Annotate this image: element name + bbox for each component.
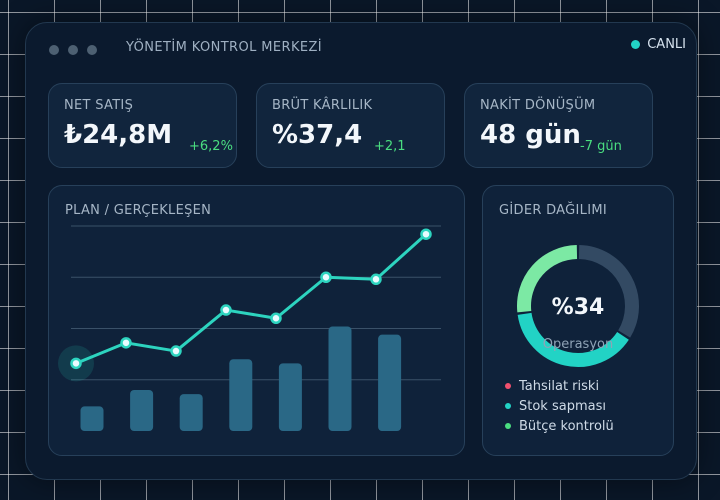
line-point[interactable] <box>170 345 182 357</box>
kpi-label: NAKİT DÖNÜŞÜM <box>480 98 596 113</box>
legend-label: Stok sapması <box>519 398 606 414</box>
legend-label: Bütçe kontrolü <box>519 418 614 434</box>
legend-item[interactable]: Bütçe kontrolü <box>505 416 614 436</box>
kpi-label: NET SATIŞ <box>64 98 134 113</box>
kpi-value: ₺24,8M <box>64 120 173 150</box>
bar[interactable] <box>278 363 302 431</box>
donut-slice[interactable] <box>517 312 629 367</box>
window-dot-icon[interactable] <box>68 45 78 55</box>
bar[interactable] <box>229 359 253 431</box>
page-title: YÖNETİM KONTROL MERKEZİ <box>126 40 323 55</box>
line-point[interactable] <box>320 271 332 283</box>
expense-donut-chart[interactable]: %34 Operasyon <box>483 216 673 396</box>
expense-distribution-card: GİDER DAĞILIMI %34 Operasyon Tahsilat ris… <box>482 185 674 456</box>
kpi-value: %37,4 <box>272 120 363 150</box>
donut-slice[interactable] <box>578 245 639 338</box>
line-point[interactable] <box>270 312 282 324</box>
legend-label: Tahsilat riski <box>519 378 600 394</box>
bar[interactable] <box>80 406 104 431</box>
legend-item[interactable]: Tahsilat riski <box>505 376 614 396</box>
legend-swatch-icon <box>505 423 511 429</box>
kpi-card-cash-conversion[interactable]: NAKİT DÖNÜŞÜM 48 gün -7 gün <box>464 83 653 168</box>
donut-legend: Tahsilat riski Stok sapması Bütçe kontro… <box>505 376 614 436</box>
bar[interactable] <box>179 394 203 431</box>
kpi-value: 48 gün <box>480 120 581 150</box>
line-point[interactable] <box>120 337 132 349</box>
legend-item[interactable]: Stok sapması <box>505 396 614 416</box>
window-controls <box>49 45 97 55</box>
donut-slice[interactable] <box>517 245 578 313</box>
donut-center-value: %34 <box>552 295 605 320</box>
legend-swatch-icon <box>505 403 511 409</box>
series-line <box>75 233 428 365</box>
donut-center-label: Operasyon <box>543 337 613 352</box>
live-label: CANLI <box>647 37 686 52</box>
line-point[interactable] <box>370 273 382 286</box>
line-point[interactable] <box>220 304 232 316</box>
kpi-change: +2,1 <box>374 139 406 154</box>
kpi-change: +6,2% <box>189 139 233 154</box>
bar[interactable] <box>130 390 154 431</box>
live-dot-icon <box>631 40 641 49</box>
line-point[interactable] <box>70 357 82 370</box>
kpi-change: -7 gün <box>580 139 622 154</box>
plan-actual-chart-card: PLAN / GERÇEKLEŞEN <box>48 185 465 456</box>
bar[interactable] <box>378 334 402 431</box>
donut-title: GİDER DAĞILIMI <box>499 203 607 218</box>
bar[interactable] <box>328 326 352 431</box>
kpi-card-net-sales[interactable]: NET SATIŞ ₺24,8M +6,2% <box>48 83 237 168</box>
window-dot-icon[interactable] <box>49 45 59 55</box>
dashboard-panel: YÖNETİM KONTROL MERKEZİ CANLI NET SATIŞ … <box>25 22 697 480</box>
plan-actual-chart[interactable] <box>49 186 464 455</box>
kpi-label: BRÜT KÂRLILIK <box>272 98 373 113</box>
line-point[interactable] <box>420 228 432 240</box>
legend-swatch-icon <box>505 383 511 389</box>
window-dot-icon[interactable] <box>87 45 97 55</box>
live-status: CANLI <box>631 37 686 52</box>
chart-title: PLAN / GERÇEKLEŞEN <box>65 203 212 218</box>
kpi-card-gross-margin[interactable]: BRÜT KÂRLILIK %37,4 +2,1 <box>256 83 445 168</box>
